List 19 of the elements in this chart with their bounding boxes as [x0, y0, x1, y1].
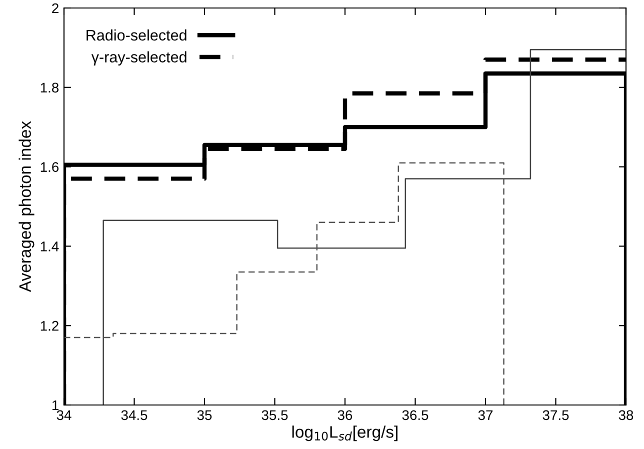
y-tick-label: 2 [52, 3, 58, 14]
legend-label: γ-ray-selected [91, 51, 186, 66]
x-tick-label: 34 [56, 410, 72, 420]
y-tick-label: 1.4 [40, 242, 59, 252]
x-tick-label: 35.5 [262, 410, 288, 420]
y-axis-title: Averaged photon index [18, 121, 34, 292]
x-tick-label: 36.5 [402, 410, 428, 420]
x-tick-label: 38 [618, 410, 634, 420]
y-tick-label: 1.2 [40, 320, 58, 331]
x-tick-label: 37 [478, 410, 493, 420]
x-tick-label: 36 [338, 410, 352, 420]
y-tick-label: 1.8 [40, 82, 59, 93]
x-tick-label: 35 [197, 410, 212, 420]
x-tick-label: 37.5 [542, 410, 569, 420]
legend-label: Radio-selected [86, 29, 186, 41]
x-tick-label: 34.5 [121, 410, 148, 420]
y-tick-label: 1 [52, 400, 58, 410]
x-axis-title: log$_{10}$L$_{sd}$[erg/s] [292, 426, 398, 442]
y-tick-label: 1.6 [40, 162, 59, 172]
